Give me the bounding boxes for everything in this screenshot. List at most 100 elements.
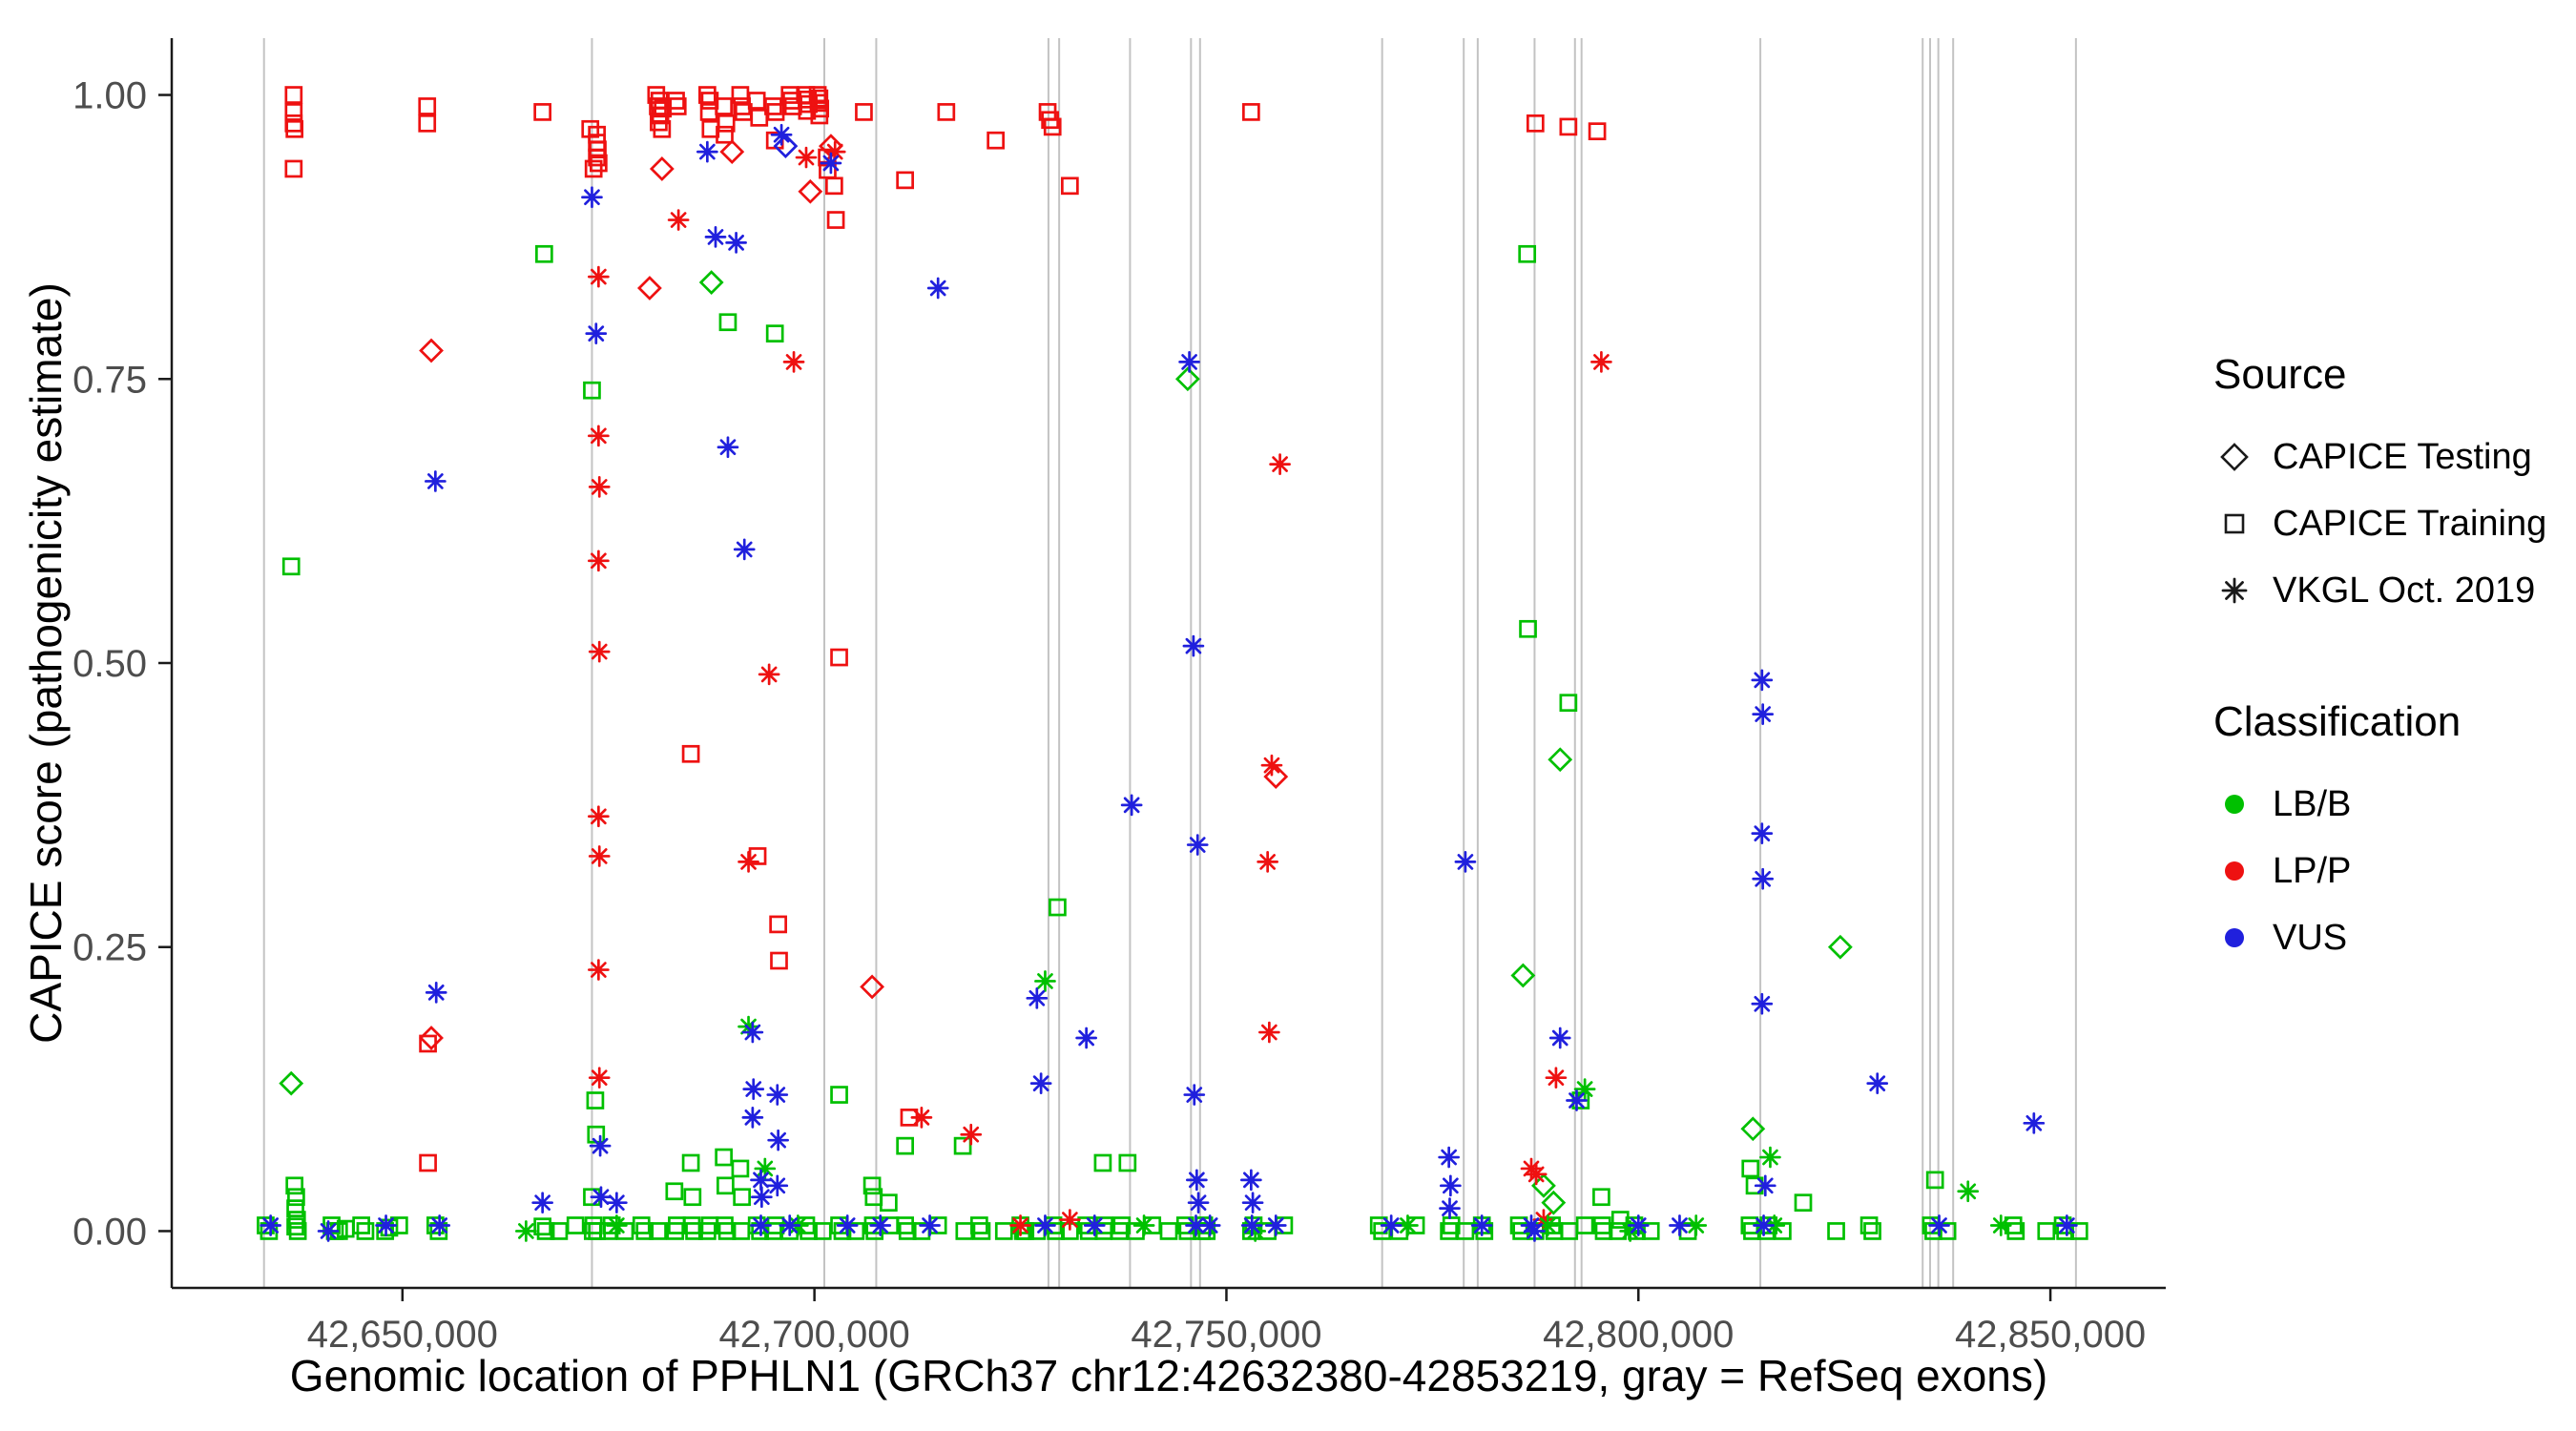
data-point-asterisk xyxy=(1182,634,1205,657)
data-point-asterisk xyxy=(1380,1214,1402,1236)
data-point-asterisk xyxy=(1520,1214,1543,1236)
data-point-asterisk xyxy=(1258,1021,1280,1044)
data-point-asterisk xyxy=(754,1157,777,1180)
data-point-asterisk xyxy=(1009,1214,1031,1236)
data-point-asterisk xyxy=(581,186,603,209)
data-point-asterisk xyxy=(1034,970,1056,992)
data-point-asterisk xyxy=(375,1214,397,1236)
data-point-square xyxy=(665,1182,684,1201)
data-point-asterisk xyxy=(588,265,610,288)
x-tick-label: 42,750,000 xyxy=(1131,1314,1321,1356)
data-point-asterisk xyxy=(1669,1214,1691,1236)
data-point-asterisk xyxy=(750,1214,772,1236)
data-point-asterisk xyxy=(741,1107,764,1129)
legend-item-lbb: LB/B xyxy=(2213,771,2566,838)
y-tick-label: 0.00 xyxy=(73,1211,147,1253)
data-point-square xyxy=(1526,114,1545,133)
data-point-asterisk xyxy=(588,959,610,981)
data-point-asterisk xyxy=(836,1214,859,1236)
data-point-square xyxy=(380,1218,399,1237)
data-point-square xyxy=(833,1222,852,1240)
data-point-square xyxy=(1741,1159,1760,1178)
data-point-square xyxy=(698,86,717,104)
data-point-square xyxy=(717,1176,735,1195)
data-point-asterisk xyxy=(919,1214,941,1236)
data-point-square xyxy=(284,114,303,133)
square-icon xyxy=(2224,513,2245,534)
y-tick-label: 0.25 xyxy=(73,927,147,969)
data-point-square xyxy=(770,951,788,970)
data-point-asterisk xyxy=(531,1192,553,1214)
data-point-square xyxy=(1159,1222,1178,1240)
data-point-asterisk xyxy=(926,277,949,300)
data-point-asterisk xyxy=(766,1174,789,1197)
data-point-square xyxy=(1093,1153,1112,1172)
data-point-square xyxy=(419,1153,437,1172)
data-point-square xyxy=(583,381,601,400)
legend-classification-title: Classification xyxy=(2213,698,2462,745)
x-tick-label: 42,700,000 xyxy=(719,1314,910,1356)
data-point-asterisk xyxy=(1178,351,1200,373)
data-point-asterisk xyxy=(1059,1209,1081,1231)
data-point-asterisk xyxy=(515,1220,537,1242)
data-point-diamond xyxy=(773,134,799,159)
data-point-asterisk xyxy=(1751,822,1774,844)
data-point-square xyxy=(288,1222,307,1240)
data-point-square xyxy=(586,1091,605,1110)
data-point-square xyxy=(285,119,304,138)
data-point-asterisk xyxy=(742,1078,765,1100)
legend-item-label: VKGL Oct. 2019 xyxy=(2273,570,2536,611)
data-point-asterisk xyxy=(1753,1214,1775,1236)
data-point-square xyxy=(281,557,301,576)
data-point-asterisk xyxy=(725,232,747,254)
data-point-square xyxy=(418,114,437,133)
data-point-asterisk xyxy=(1573,1078,1596,1100)
data-point-asterisk xyxy=(588,805,610,828)
data-point-asterisk xyxy=(1752,867,1775,890)
data-point-square xyxy=(733,1188,751,1207)
data-point-asterisk xyxy=(1685,1214,1708,1236)
data-point-asterisk xyxy=(1026,986,1049,1009)
legend: Source CAPICE Testing CAPICE Training VK… xyxy=(2213,351,2566,971)
data-point-asterisk xyxy=(588,845,611,867)
data-point-diamond xyxy=(860,974,885,1000)
data-point-square xyxy=(1519,619,1537,638)
data-point-square xyxy=(285,1176,304,1195)
data-point-square xyxy=(668,97,687,115)
data-point-asterisk xyxy=(1590,351,1612,373)
data-point-square xyxy=(1559,117,1578,136)
blue-circle-icon xyxy=(2225,928,2244,947)
data-point-asterisk xyxy=(823,140,846,163)
data-point-asterisk xyxy=(1269,453,1291,475)
data-point-square xyxy=(418,97,437,115)
data-point-asterisk xyxy=(733,538,756,561)
data-point-diamond xyxy=(1541,1190,1567,1215)
data-point-square xyxy=(825,176,843,196)
data-point-square xyxy=(1827,1222,1845,1240)
diamond-icon xyxy=(2220,443,2249,471)
data-point-square xyxy=(970,1216,988,1234)
data-point-square xyxy=(953,1136,972,1155)
data-point-square xyxy=(681,1153,700,1172)
data-point-diamond xyxy=(1174,366,1200,392)
data-point-asterisk xyxy=(1989,1214,2012,1236)
data-point-diamond xyxy=(1548,747,1573,773)
data-point-asterisk xyxy=(606,1192,628,1214)
legend-item-vus: VUS xyxy=(2213,904,2566,971)
data-point-asterisk xyxy=(1241,1192,1264,1214)
data-point-square xyxy=(1061,176,1079,196)
data-point-asterisk xyxy=(751,1186,773,1209)
data-point-diamond xyxy=(719,139,745,165)
data-point-square xyxy=(1925,1171,1944,1190)
data-point-square xyxy=(566,1216,585,1234)
data-point-asterisk xyxy=(1198,1214,1221,1236)
data-point-asterisk xyxy=(1619,1220,1641,1242)
data-point-square xyxy=(535,244,553,263)
data-point-asterisk xyxy=(1397,1214,1419,1236)
data-point-asterisk xyxy=(1957,1180,1980,1203)
legend-item-label: LP/P xyxy=(2273,850,2352,891)
data-point-asterisk xyxy=(425,982,447,1004)
data-point-square xyxy=(1859,1216,1879,1234)
data-point-square xyxy=(352,1216,370,1234)
data-point-diamond xyxy=(649,156,675,181)
